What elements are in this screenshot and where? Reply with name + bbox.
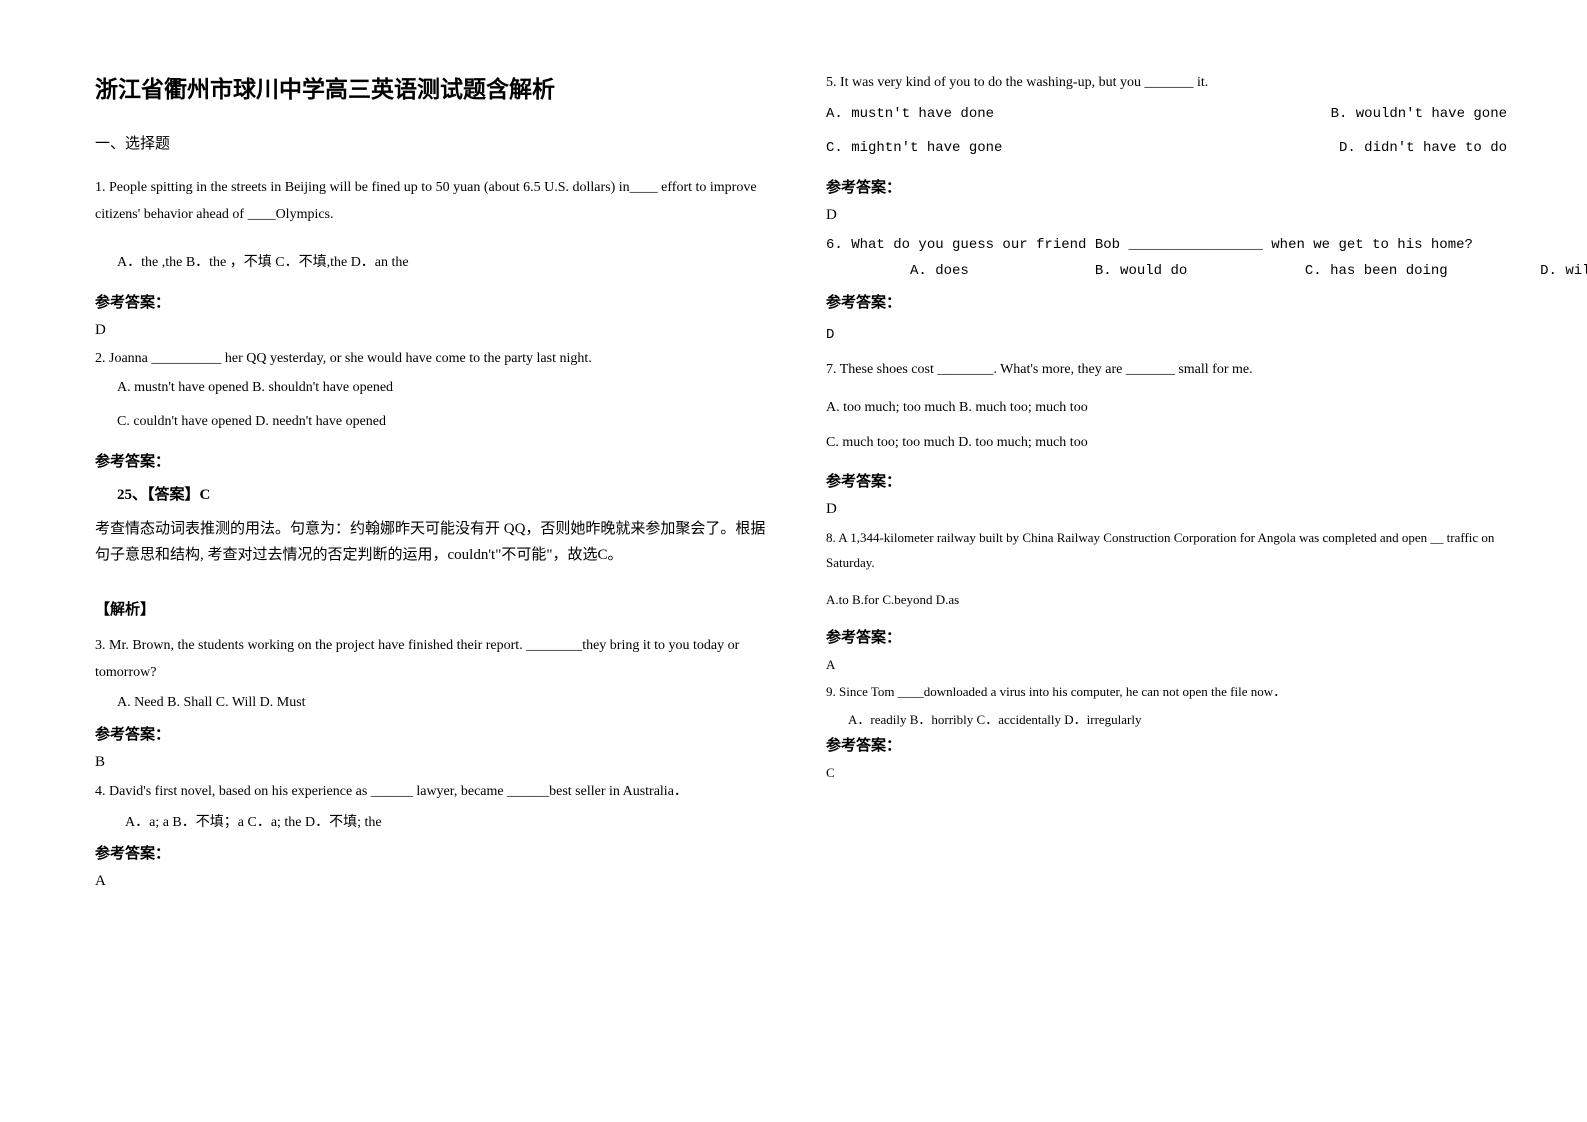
q5-options-row2: C. mightn't have gone D. didn't have to … (826, 135, 1507, 162)
q3-text: 3. Mr. Brown, the students working on th… (95, 633, 776, 686)
q5-answer: D (826, 207, 1507, 224)
q2-options-a: A. mustn't have opened B. shouldn't have… (95, 375, 776, 402)
q4-text: 4. David's first novel, based on his exp… (95, 779, 776, 806)
q5-opt-a: A. mustn't have done (826, 101, 994, 128)
q6-text: 6. What do you guess our friend Bob ____… (826, 232, 1507, 259)
q9-options: A．readily B．horribly C．accidentally D．ir… (826, 708, 1507, 733)
q8-text: 8. A 1,344-kilometer railway built by Ch… (826, 526, 1507, 575)
q4-answer-head: 参考答案： (95, 842, 776, 863)
q6-options: A. does B. would do C. has been doing D.… (826, 258, 1507, 285)
q3-answer-head: 参考答案： (95, 723, 776, 744)
q1-text: 1. People spitting in the streets in Bei… (95, 175, 776, 228)
q2-explain: 考查情态动词表推测的用法。句意为：约翰娜昨天可能没有开 QQ，否则她昨晚就来参加… (95, 517, 776, 568)
q5-options-row1: A. mustn't have done B. wouldn't have go… (826, 101, 1507, 128)
q3-options: A. Need B. Shall C. Will D. Must (95, 690, 776, 717)
q2-options-c: C. couldn't have opened D. needn't have … (95, 409, 776, 436)
q3-answer: B (95, 754, 776, 771)
q4-answer: A (95, 873, 776, 890)
q2-text: 2. Joanna __________ her QQ yesterday, o… (95, 347, 776, 371)
q7-answer: D (826, 501, 1507, 518)
right-column: 5. It was very kind of you to do the was… (826, 70, 1507, 1082)
q5-answer-head: 参考答案： (826, 176, 1507, 197)
q2-answer-head: 参考答案： (95, 450, 776, 471)
q7-options-c: C. much too; too much D. too much; much … (826, 430, 1507, 457)
page-root: 浙江省衢州市球川中学高三英语测试题含解析 一、选择题 1. People spi… (0, 0, 1587, 1122)
q1-options: A．the ,the B．the ，不填 C．不填,the D．an the (95, 250, 776, 277)
q8-options: A.to B.for C.beyond D.as (826, 588, 1507, 613)
document-title: 浙江省衢州市球川中学高三英语测试题含解析 (95, 70, 776, 104)
q7-text: 7. These shoes cost ________. What's mor… (826, 357, 1507, 384)
q7-answer-head: 参考答案： (826, 470, 1507, 491)
q9-text: 9. Since Tom ____downloaded a virus into… (826, 681, 1507, 703)
q1-answer: D (95, 322, 776, 339)
q1-answer-head: 参考答案： (95, 291, 776, 312)
q2-explain-head: 【解析】 (95, 598, 776, 619)
q5-opt-b: B. wouldn't have gone (1331, 101, 1507, 128)
q8-answer-head: 参考答案： (826, 626, 1507, 647)
q7-options-a: A. too much; too much B. much too; much … (826, 395, 1507, 422)
q5-text: 5. It was very kind of you to do the was… (826, 70, 1507, 97)
q9-answer: C (826, 765, 1507, 781)
q2-answer-line: 25、【答案】C (95, 481, 776, 510)
q9-answer-head: 参考答案： (826, 734, 1507, 755)
q5-opt-c: C. mightn't have gone (826, 135, 1002, 162)
q5-opt-d: D. didn't have to do (1339, 135, 1507, 162)
q4-options: A．a; a B．不填；a C．a; the D．不填; the (95, 810, 776, 837)
left-column: 浙江省衢州市球川中学高三英语测试题含解析 一、选择题 1. People spi… (95, 70, 776, 1082)
section-heading: 一、选择题 (95, 132, 776, 153)
q6-answer-head: 参考答案： (826, 291, 1507, 312)
q6-answer: D (826, 322, 1507, 349)
q8-answer: A (826, 657, 1507, 673)
